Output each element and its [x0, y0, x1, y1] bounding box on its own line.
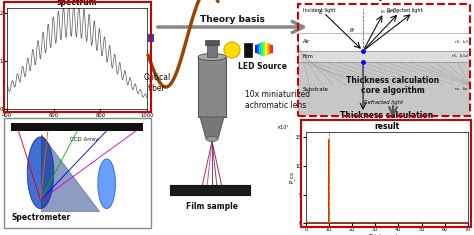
Bar	[148, 34, 154, 42]
Polygon shape	[200, 117, 224, 139]
Text: LED Source: LED Source	[238, 62, 288, 71]
Y-axis label: P_cs: P_cs	[289, 172, 295, 183]
Ellipse shape	[206, 137, 218, 141]
Ellipse shape	[224, 42, 240, 58]
Text: $I_{r1}\ I_{r2}\ I_{r-}$: $I_{r1}\ I_{r2}\ I_{r-}$	[380, 9, 400, 16]
Bar	[257, 44, 259, 54]
Text: Reflected light: Reflected light	[387, 8, 423, 13]
Text: $n_1,\ k_1 d$: $n_1,\ k_1 d$	[451, 53, 469, 60]
Text: 10x miniaturized
achromatic lens: 10x miniaturized achromatic lens	[245, 90, 310, 110]
Title: Thickness calculation
result: Thickness calculation result	[340, 111, 433, 131]
Text: Refracted light: Refracted light	[364, 100, 403, 105]
Bar	[207, 45, 217, 57]
X-axis label: Thickness/μm: Thickness/μm	[368, 234, 406, 235]
Title: Reflection interference
spectrum: Reflection interference spectrum	[27, 0, 128, 8]
Text: ×10⁵: ×10⁵	[276, 125, 289, 129]
Ellipse shape	[198, 54, 226, 60]
Bar	[265, 42, 267, 56]
Ellipse shape	[27, 137, 54, 209]
Text: Film: Film	[303, 54, 314, 59]
Bar	[198, 57, 226, 117]
Bar	[271, 45, 273, 53]
Text: Air: Air	[303, 39, 310, 44]
Text: Optical
fiber: Optical fiber	[143, 73, 171, 93]
Text: Theory basis: Theory basis	[200, 15, 265, 24]
Text: CCD Array: CCD Array	[71, 137, 99, 142]
Bar	[170, 185, 250, 195]
Bar	[269, 44, 271, 54]
Text: Thickness calculation
core algorithm: Thickness calculation core algorithm	[346, 76, 439, 95]
Text: Incident light: Incident light	[303, 8, 335, 13]
Title: Theory Model: Theory Model	[351, 0, 416, 1]
Text: Film sample: Film sample	[186, 202, 238, 211]
Bar	[244, 43, 252, 57]
Text: $n_0,\ k_0$: $n_0,\ k_0$	[454, 38, 469, 46]
Bar	[298, 33, 470, 51]
Bar	[205, 40, 219, 45]
Bar	[259, 43, 261, 55]
Text: $I_0$: $I_0$	[319, 8, 324, 17]
Bar	[11, 123, 143, 131]
Bar	[263, 42, 265, 56]
Polygon shape	[40, 134, 100, 212]
Text: $\theta$: $\theta$	[349, 26, 355, 34]
Bar	[261, 42, 263, 56]
Bar	[255, 45, 257, 53]
Text: Spectrometer: Spectrometer	[11, 213, 70, 222]
Bar	[298, 51, 470, 62]
Text: $n_s,\ ks$: $n_s,\ ks$	[454, 86, 469, 93]
Bar	[298, 62, 470, 116]
Bar	[267, 43, 269, 55]
Ellipse shape	[98, 159, 116, 209]
Text: Substrate: Substrate	[303, 87, 328, 92]
